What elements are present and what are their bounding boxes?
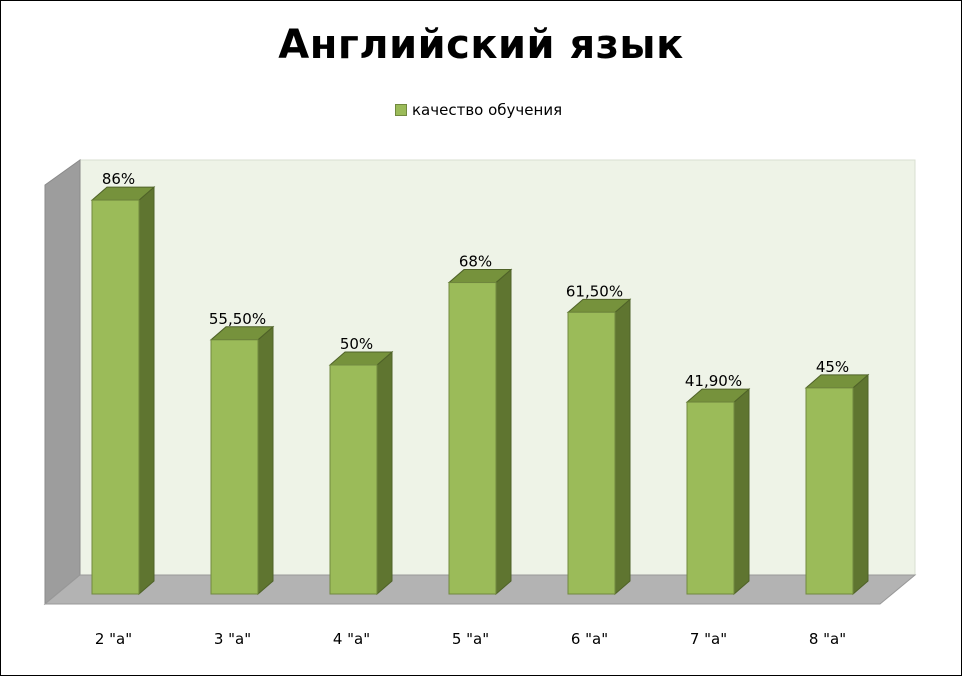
- legend: качество обучения: [395, 101, 562, 119]
- bar: [805, 387, 854, 595]
- data-label: 68%: [459, 253, 492, 271]
- bar: [686, 401, 735, 595]
- bar-side: [614, 298, 631, 596]
- bar-side: [257, 325, 274, 596]
- bar: [448, 282, 497, 595]
- x-tick-label: 8 "а": [809, 630, 846, 648]
- x-tick-label: 7 "а": [690, 630, 727, 648]
- data-label: 55,50%: [209, 310, 266, 328]
- x-tick-label: 6 "а": [571, 630, 608, 648]
- x-tick-label: 4 "а": [333, 630, 370, 648]
- data-label: 41,90%: [685, 372, 742, 390]
- bar: [329, 364, 378, 595]
- legend-label: качество обучения: [412, 101, 563, 119]
- side-wall: [44, 159, 81, 606]
- bar-side: [495, 268, 512, 596]
- bar: [91, 199, 140, 595]
- bar-side: [733, 388, 750, 596]
- data-label: 86%: [102, 170, 135, 188]
- bar: [567, 311, 616, 595]
- data-label: 50%: [340, 335, 373, 353]
- data-label: 45%: [816, 358, 849, 376]
- data-label: 61,50%: [566, 282, 623, 300]
- legend-swatch: [395, 104, 407, 116]
- x-tick-label: 5 "а": [452, 630, 489, 648]
- bar-side: [138, 186, 155, 596]
- chart-title: Английский язык: [278, 22, 684, 68]
- bar-side: [852, 373, 869, 596]
- bar-side: [376, 350, 393, 596]
- x-tick-label: 3 "а": [214, 630, 251, 648]
- bar: [210, 339, 259, 595]
- x-tick-label: 2 "а": [95, 630, 132, 648]
